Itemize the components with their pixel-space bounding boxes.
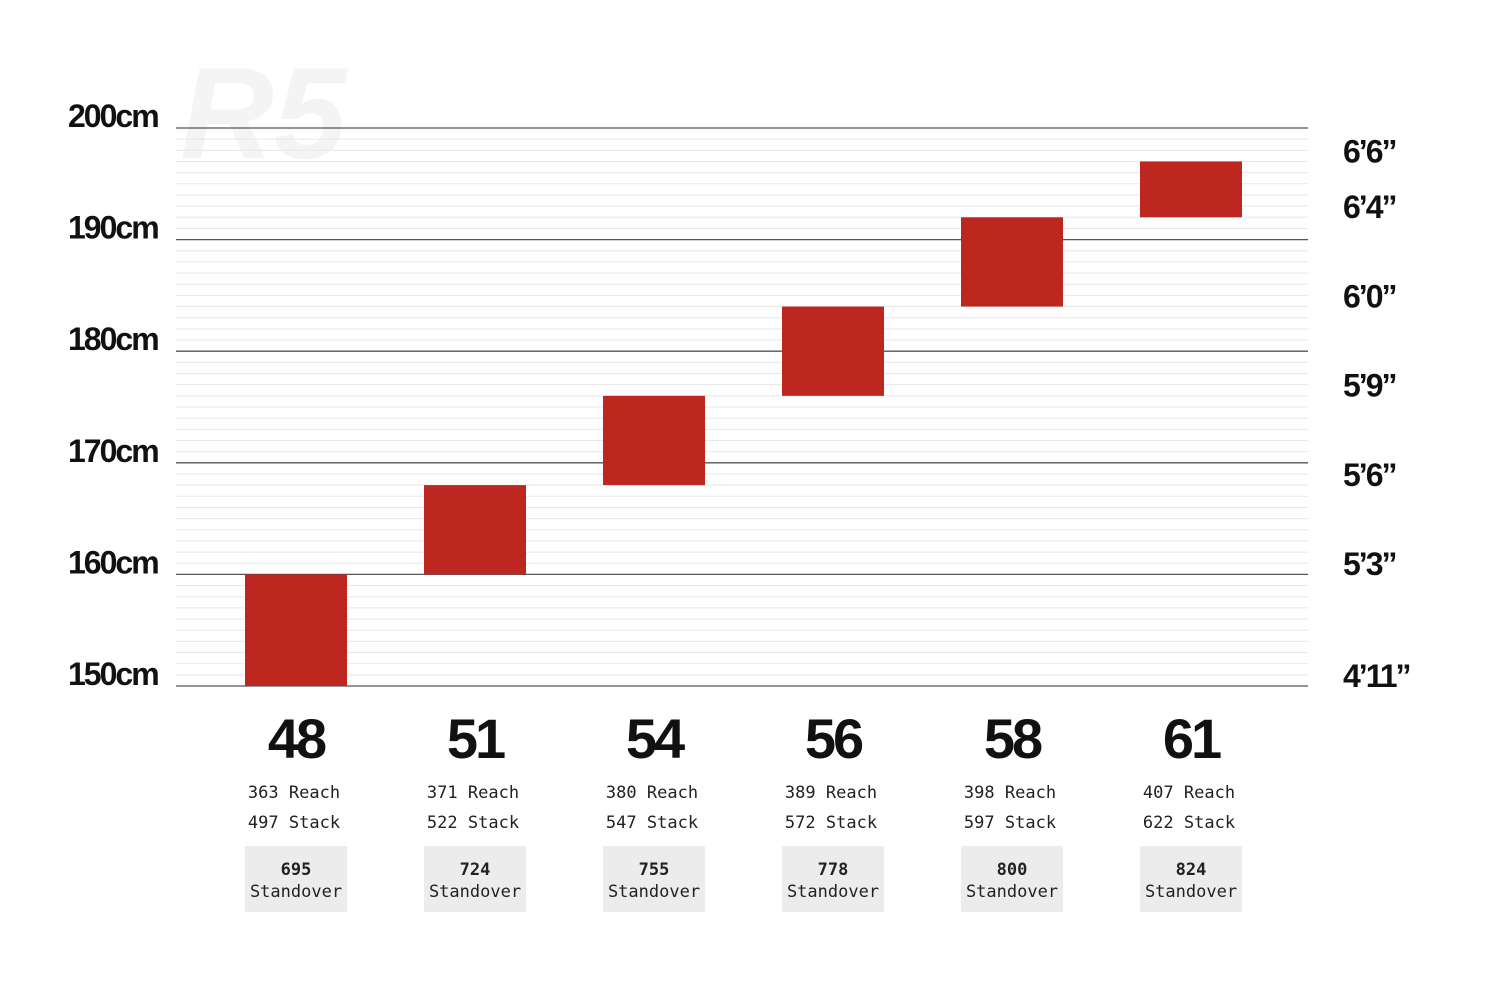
right-tick-label: 5’3” <box>1343 546 1395 582</box>
size-58-rider-range-bar <box>961 217 1063 307</box>
left-tick-label: 160cm <box>68 544 158 580</box>
standover-box <box>245 846 347 912</box>
stack-value: 597 Stack <box>964 813 1056 833</box>
standover-label: Standover <box>787 882 879 902</box>
left-tick-label: 180cm <box>68 321 158 357</box>
standover-box <box>782 846 884 912</box>
rider-height-bars <box>245 161 1242 686</box>
frame-size-label: 56 <box>805 707 863 770</box>
reach-value: 371 Reach <box>427 783 519 803</box>
right-tick-label: 6’4” <box>1343 189 1395 225</box>
frame-size-label: 54 <box>626 707 685 770</box>
frame-size-label: 51 <box>447 707 505 770</box>
left-tick-label: 150cm <box>68 656 158 692</box>
left-tick-label: 190cm <box>68 210 158 246</box>
standover-label: Standover <box>1145 882 1237 902</box>
size-51-rider-range-bar <box>424 485 526 575</box>
standover-value: 755 <box>639 860 670 880</box>
standover-box <box>961 846 1063 912</box>
standover-value: 695 <box>281 860 312 880</box>
standover-box <box>1140 846 1242 912</box>
left-axis-cm: 200cm 190cm 180cm 170cm 160cm 150cm <box>68 98 160 692</box>
size-61-rider-range-bar <box>1140 161 1242 218</box>
right-tick-label: 6’6” <box>1343 133 1395 169</box>
size-56-rider-range-bar <box>782 306 884 396</box>
left-tick-label: 200cm <box>68 98 158 134</box>
standover-label: Standover <box>429 882 521 902</box>
size-48-rider-range-bar <box>245 574 347 686</box>
standover-label: Standover <box>608 882 700 902</box>
major-grid <box>176 127 1308 687</box>
right-tick-label: 5’9” <box>1343 368 1395 404</box>
reach-value: 389 Reach <box>785 783 877 803</box>
watermark-logo: R5 <box>180 40 348 186</box>
standover-label: Standover <box>966 882 1058 902</box>
stack-value: 547 Stack <box>606 813 698 833</box>
standover-value: 724 <box>460 860 491 880</box>
right-tick-label: 4’11” <box>1343 658 1410 694</box>
reach-value: 380 Reach <box>606 783 698 803</box>
reach-value: 398 Reach <box>964 783 1056 803</box>
left-tick-label: 170cm <box>68 433 158 469</box>
standover-box <box>603 846 705 912</box>
frame-size-label: 58 <box>984 707 1042 770</box>
reach-value: 407 Reach <box>1143 783 1235 803</box>
stack-value: 497 Stack <box>248 813 340 833</box>
stack-value: 572 Stack <box>785 813 877 833</box>
standover-label: Standover <box>250 882 342 902</box>
stack-value: 522 Stack <box>427 813 519 833</box>
right-axis-inches: 6’6” 6’4” 6’0” 5’9” 5’6” 5’3” 4’11” <box>1343 133 1412 694</box>
standover-box <box>424 846 526 912</box>
standover-value: 800 <box>997 860 1028 880</box>
frame-size-label: 61 <box>1163 707 1221 770</box>
right-tick-label: 6’0” <box>1343 278 1395 314</box>
size-54-rider-range-bar <box>603 395 705 486</box>
frame-size-label: 48 <box>268 707 326 770</box>
standover-value: 778 <box>818 860 849 880</box>
minor-grid <box>176 138 1308 676</box>
stack-value: 622 Stack <box>1143 813 1235 833</box>
right-tick-label: 5’6” <box>1343 457 1395 493</box>
standover-value: 824 <box>1176 860 1207 880</box>
reach-value: 363 Reach <box>248 783 340 803</box>
